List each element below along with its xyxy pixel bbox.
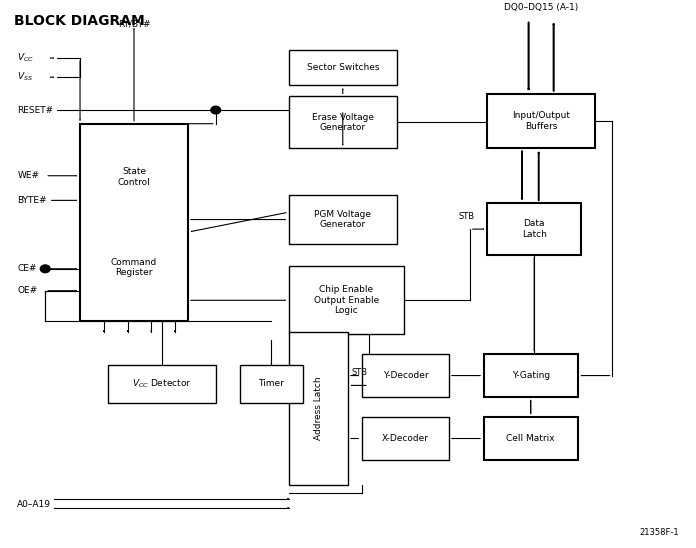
Bar [362,416,449,460]
Bar [289,96,397,149]
Bar [362,353,449,397]
Text: Y-Decoder: Y-Decoder [383,371,428,380]
Text: Cell Matrix: Cell Matrix [507,434,555,443]
Text: OE#: OE# [17,286,38,295]
Text: 21358F-1: 21358F-1 [639,528,679,537]
Text: Address Latch: Address Latch [314,376,323,440]
Bar [289,195,397,244]
Text: Y-Gating: Y-Gating [512,371,550,380]
Text: Data
Latch: Data Latch [522,219,546,239]
Bar [484,416,578,460]
Circle shape [40,265,50,273]
Bar [487,203,581,255]
Bar [289,332,348,485]
Text: $V_{CC}$: $V_{CC}$ [17,52,34,64]
Text: A0–A19: A0–A19 [17,500,52,509]
Text: Erase Voltage
Generator: Erase Voltage Generator [312,113,374,132]
Text: RESET#: RESET# [17,106,54,115]
Text: $V_{SS}$: $V_{SS}$ [17,71,33,83]
Text: RY/BY#: RY/BY# [118,20,150,28]
Text: CE#: CE# [17,264,37,273]
Bar [487,94,595,149]
Text: PGM Voltage
Generator: PGM Voltage Generator [315,210,371,229]
Text: X-Decoder: X-Decoder [382,434,429,443]
Text: BYTE#: BYTE# [17,196,47,205]
Text: STB: STB [458,212,475,221]
Text: Sector Switches: Sector Switches [306,63,379,72]
Bar [289,266,404,334]
Text: $V_{CC}$ Detector: $V_{CC}$ Detector [132,378,191,390]
Bar [240,364,303,403]
Bar [484,353,578,397]
Text: Chip Enable
Output Enable
Logic: Chip Enable Output Enable Logic [314,286,379,315]
Bar [289,50,397,85]
Text: Timer: Timer [258,379,285,389]
Text: DQ0–DQ15 (A-1): DQ0–DQ15 (A-1) [504,3,578,12]
Text: State
Control: State Control [118,167,150,187]
Circle shape [211,106,221,114]
Text: BLOCK DIAGRAM: BLOCK DIAGRAM [14,14,145,28]
Text: STB: STB [351,368,367,377]
Bar [108,364,216,403]
Text: Input/Output
Buffers: Input/Output Buffers [512,111,570,130]
Text: Command
Register: Command Register [111,258,157,277]
Text: WE#: WE# [17,171,40,180]
Bar [80,124,188,321]
